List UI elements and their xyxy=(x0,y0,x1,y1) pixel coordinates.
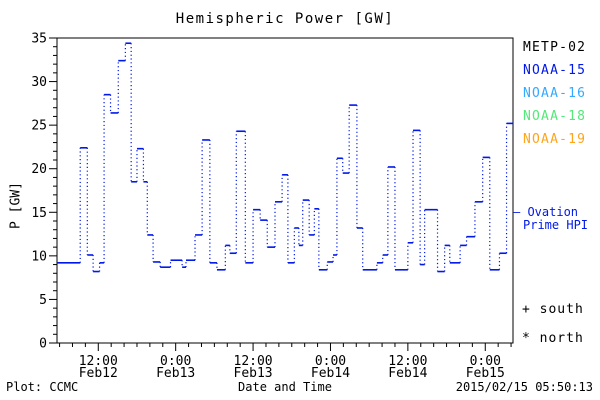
y-tick-label: 10 xyxy=(31,249,47,264)
x-tick-time-label: 12:00 xyxy=(234,354,273,369)
x-tick-time-label: 0:00 xyxy=(160,354,191,369)
y-tick-label: 15 xyxy=(31,206,47,221)
ovation-label-line2: Prime HPI xyxy=(523,218,589,232)
y-tick-label: 5 xyxy=(39,293,47,308)
x-tick-time-label: 0:00 xyxy=(315,354,346,369)
x-tick-date-label: Feb13 xyxy=(156,366,195,381)
x-tick-date-label: Feb13 xyxy=(234,366,273,381)
legend-item-noaa18: NOAA-18 xyxy=(523,109,587,124)
y-tick-label: 0 xyxy=(39,337,47,352)
y-tick-label: 25 xyxy=(31,119,47,134)
y-tick-label: 35 xyxy=(31,32,47,47)
ovation-prime-hpi-label: — Ovation Prime HPI xyxy=(513,206,588,232)
y-tick-label: 30 xyxy=(31,75,47,90)
x-tick-date-label: Feb14 xyxy=(388,366,427,381)
ovation-line-sample: — Ovation xyxy=(513,205,579,219)
plot-frame xyxy=(56,37,514,344)
legend-item-metp02: METP-02 xyxy=(523,40,587,55)
x-tick-time-label: 12:00 xyxy=(79,354,118,369)
x-tick-time-label: 12:00 xyxy=(388,354,427,369)
x-axis-label: Date and Time xyxy=(238,380,332,394)
legend-item-noaa16: NOAA-16 xyxy=(523,86,587,101)
plot-timestamp: 2015/02/15 05:50:13 xyxy=(455,380,593,394)
y-tick-label: 20 xyxy=(31,162,47,177)
legend-item-noaa15: NOAA-15 xyxy=(523,63,587,78)
x-tick-date-label: Feb14 xyxy=(311,366,350,381)
north-marker-legend: * north xyxy=(522,331,584,346)
x-tick-date-label: Feb12 xyxy=(79,366,118,381)
legend-item-noaa19: NOAA-19 xyxy=(523,132,587,147)
south-marker-legend: + south xyxy=(522,302,584,317)
x-tick-date-label: Feb15 xyxy=(466,366,505,381)
x-tick-time-label: 0:00 xyxy=(470,354,501,369)
chart-title: Hemispheric Power [GW] xyxy=(175,11,395,27)
plot-credit: Plot: CCMC xyxy=(6,380,79,394)
